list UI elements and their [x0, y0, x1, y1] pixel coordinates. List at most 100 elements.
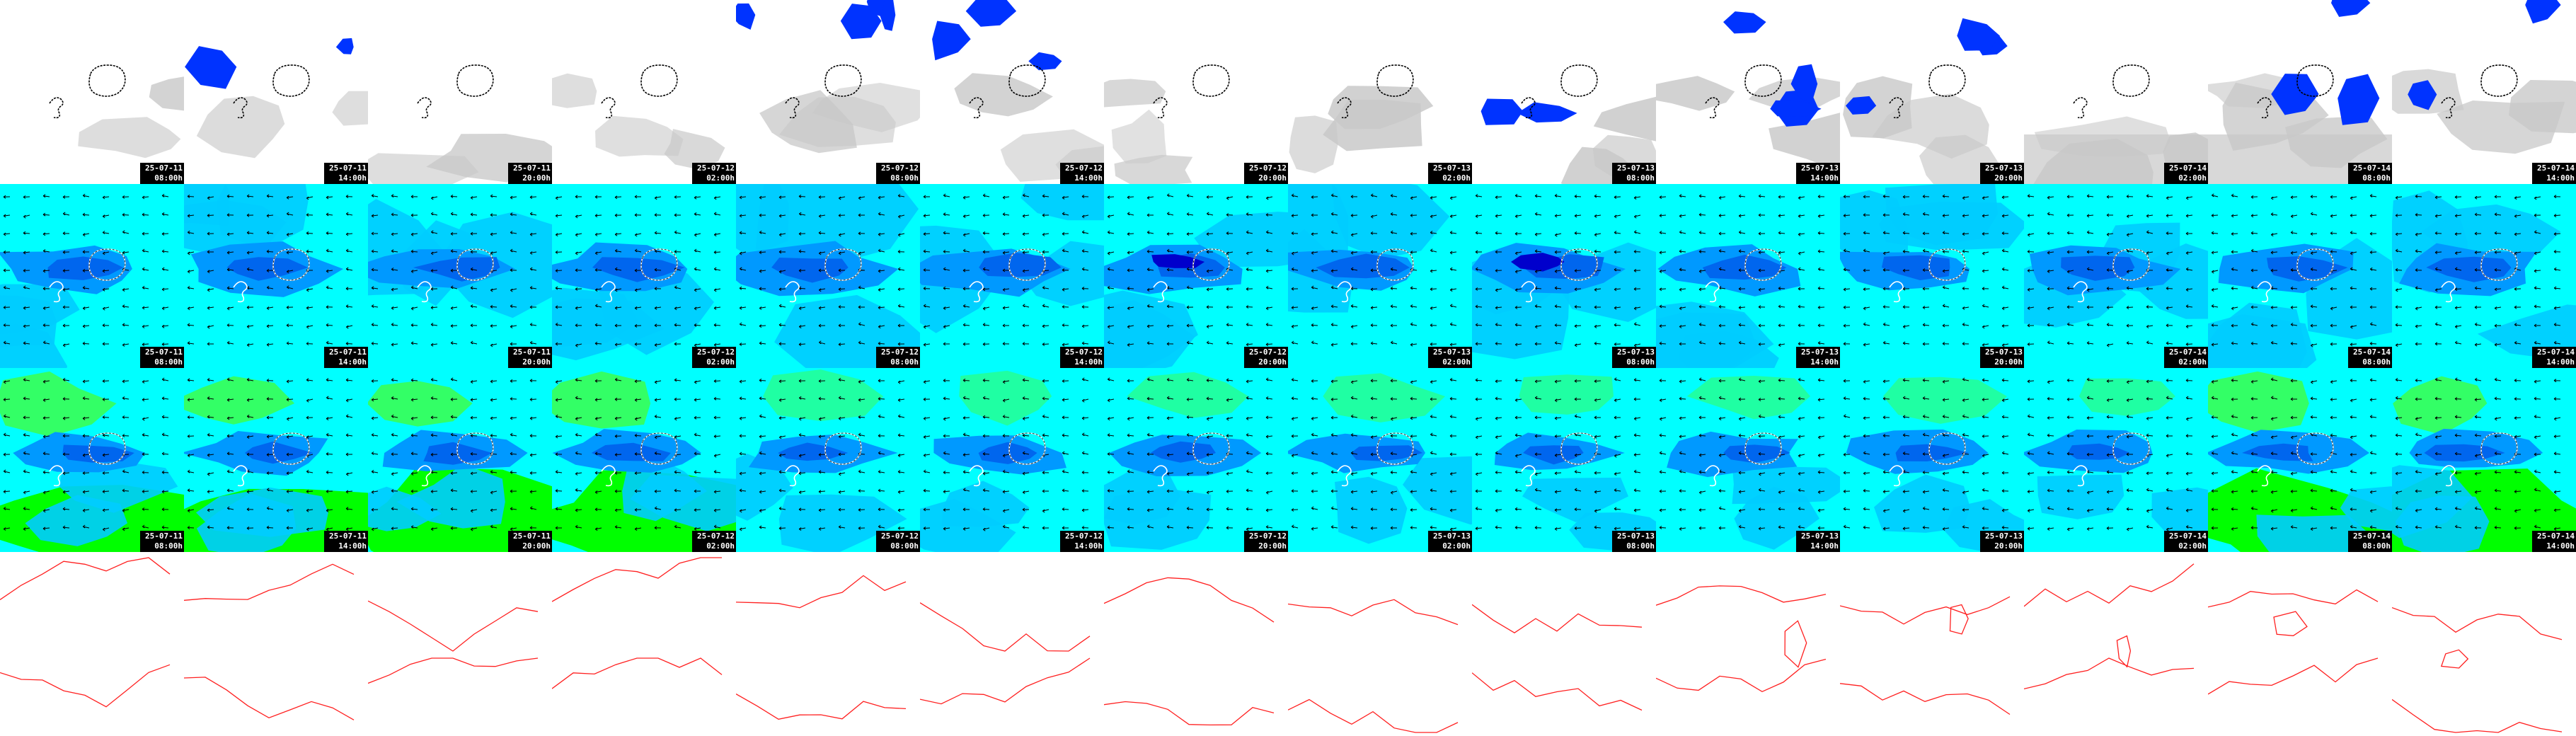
- forecast-date: 25-07-12: [881, 163, 919, 173]
- pressure-map: [1656, 552, 1840, 736]
- cloud-map: [1840, 0, 2024, 184]
- coastline: [2073, 64, 2150, 119]
- wind-map-tile: 25-07-11 14:00h: [184, 184, 368, 368]
- forecast-date: 25-07-12: [881, 531, 919, 541]
- forecast-time: 08:00h: [1626, 357, 1655, 367]
- forecast-time: 02:00h: [706, 173, 735, 183]
- forecast-timestamp: 25-07-12 08:00h: [876, 347, 920, 368]
- forecast-time: 08:00h: [154, 357, 183, 367]
- wind-map: [2392, 184, 2576, 368]
- wind-arrows: [1107, 377, 1273, 531]
- coastline: [233, 64, 310, 119]
- pressure-map-tile: [1656, 552, 1840, 736]
- cloud-cover: [1843, 18, 2008, 184]
- forecast-time: 08:00h: [890, 541, 919, 551]
- forecast-time: 08:00h: [1626, 541, 1655, 551]
- forecast-time: 14:00h: [338, 357, 367, 367]
- wind-map: [920, 184, 1104, 368]
- gust-map-tile: 25-07-13 02:00h: [1288, 368, 1472, 552]
- forecast-timestamp: 25-07-13 02:00h: [1428, 347, 1472, 368]
- isobars: [1472, 604, 1643, 711]
- wind-arrows: [1659, 194, 1825, 347]
- wind-arrows: [1659, 377, 1825, 531]
- isobars: [736, 575, 907, 720]
- forecast-time: 14:00h: [2546, 173, 2575, 183]
- coastline: [785, 64, 862, 119]
- forecast-timestamp: 25-07-11 08:00h: [140, 163, 184, 184]
- gust-map: [1104, 368, 1288, 552]
- wind-map: [1840, 184, 2024, 368]
- gust-map-tile: 25-07-11 20:00h: [368, 368, 552, 552]
- pressure-map-tile: [1472, 552, 1656, 736]
- wind-speed-field: [184, 184, 343, 297]
- forecast-timestamp: 25-07-13 20:00h: [1980, 531, 2024, 552]
- coastline: [601, 64, 678, 119]
- gust-map-tile: 25-07-12 02:00h: [552, 368, 736, 552]
- pressure-map: [552, 552, 736, 736]
- pressure-map-tile: [2024, 552, 2208, 736]
- forecast-time: 14:00h: [338, 173, 367, 183]
- cloud-cover: [552, 73, 725, 170]
- wind-speed-field: [2392, 190, 2576, 361]
- forecast-date: 25-07-13: [1617, 347, 1655, 357]
- wind-arrows: [1475, 377, 1641, 531]
- forecast-time: 08:00h: [890, 357, 919, 367]
- gust-map: [920, 368, 1104, 552]
- cloud-map: [1656, 0, 1840, 184]
- pressure-map: [1288, 552, 1472, 736]
- gust-map: [552, 368, 736, 552]
- forecast-time: 08:00h: [2362, 541, 2391, 551]
- forecast-time: 08:00h: [1626, 173, 1655, 183]
- pressure-map-tile: [552, 552, 736, 736]
- cloud-cover: [1104, 79, 1193, 184]
- cloud-cover: [2392, 0, 2576, 154]
- cloud-cover: [2208, 0, 2392, 184]
- isobars: [2208, 589, 2379, 695]
- wind-arrows: [2027, 377, 2193, 531]
- forecast-timestamp: 25-07-14 14:00h: [2532, 347, 2576, 368]
- wind-arrows: [555, 195, 721, 347]
- forecast-time: 02:00h: [1442, 541, 1471, 551]
- forecast-timestamp: 25-07-13 20:00h: [1980, 163, 2024, 184]
- forecast-time: 20:00h: [1258, 541, 1287, 551]
- forecast-timestamp: 25-07-12 20:00h: [1244, 531, 1288, 552]
- pressure-map-tile: [736, 552, 920, 736]
- wind-map-tile: 25-07-13 08:00h: [1472, 184, 1656, 368]
- wind-speed-field: [368, 199, 552, 318]
- gust-map-tile: 25-07-11 08:00h: [0, 368, 184, 552]
- forecast-timestamp: 25-07-14 14:00h: [2532, 163, 2576, 184]
- wind-speed-field: [2208, 238, 2392, 368]
- gust-map-tile: 25-07-12 14:00h: [920, 368, 1104, 552]
- forecast-time: 20:00h: [522, 357, 551, 367]
- isobars: [184, 563, 355, 720]
- wind-map-tile: 25-07-13 14:00h: [1656, 184, 1840, 368]
- forecast-timestamp: 25-07-13 20:00h: [1980, 347, 2024, 368]
- pressure-map: [0, 552, 184, 736]
- forecast-timestamp: 25-07-12 08:00h: [876, 531, 920, 552]
- isobars: [1840, 596, 2011, 715]
- forecast-time: 14:00h: [338, 541, 367, 551]
- forecast-timestamp: 25-07-14 08:00h: [2348, 163, 2392, 184]
- wind-map-tile: 25-07-13 20:00h: [1840, 184, 2024, 368]
- gust-map-tile: 25-07-14 14:00h: [2392, 368, 2576, 552]
- forecast-date: 25-07-11: [145, 531, 183, 541]
- forecast-time: 08:00h: [2362, 357, 2391, 367]
- wind-map-tile: 25-07-13 02:00h: [1288, 184, 1472, 368]
- cloud-map: [368, 0, 552, 184]
- forecast-date: 25-07-13: [1617, 163, 1655, 173]
- wind-arrows: [739, 377, 905, 531]
- forecast-timestamp: 25-07-12 02:00h: [692, 347, 736, 368]
- forecast-date: 25-07-13: [1617, 531, 1655, 541]
- forecast-time: 08:00h: [154, 173, 183, 183]
- pressure-map-tile: [920, 552, 1104, 736]
- cloud-map-tile: 25-07-14 08:00h: [2208, 0, 2392, 184]
- cloud-map-tile: 25-07-14 02:00h: [2024, 0, 2208, 184]
- pressure-map-tile: [1288, 552, 1472, 736]
- pressure-map: [368, 552, 552, 736]
- forecast-timestamp: 25-07-11 08:00h: [140, 531, 184, 552]
- forecast-date: 25-07-11: [145, 347, 183, 357]
- cloud-map: [1472, 0, 1656, 184]
- cloud-map: [1104, 0, 1288, 184]
- wind-map-tile: 25-07-14 08:00h: [2208, 184, 2392, 368]
- pressure-map-tile: [2392, 552, 2576, 736]
